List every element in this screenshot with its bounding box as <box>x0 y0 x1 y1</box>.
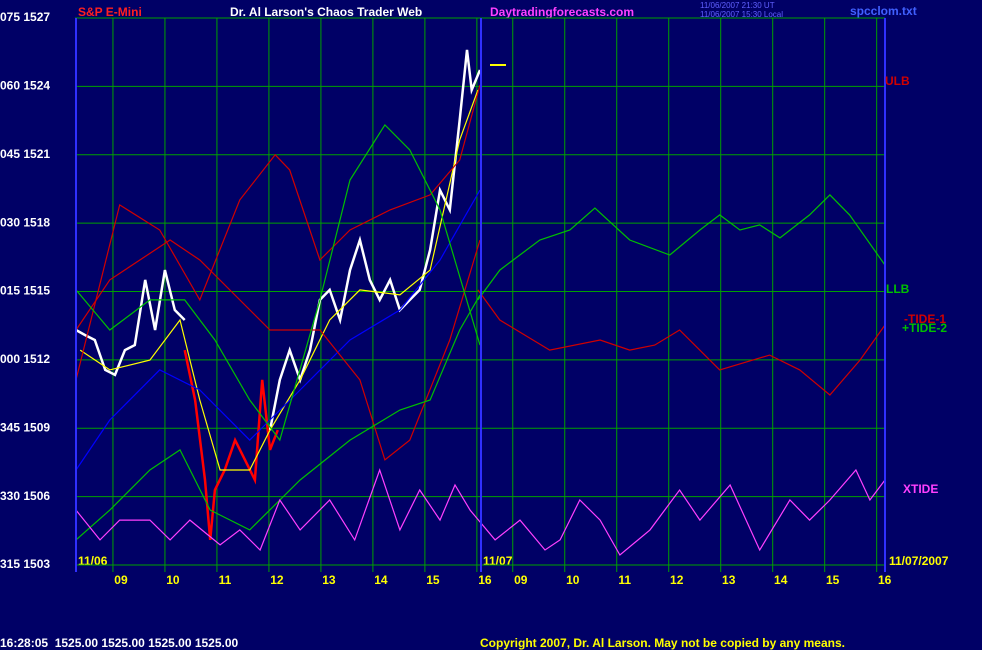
x-tick-label: 09 <box>514 573 528 587</box>
series-line <box>183 349 279 541</box>
x-tick-label: 16 <box>878 573 892 587</box>
x-tick-label: 13 <box>322 573 336 587</box>
copyright: Copyright 2007, Dr. Al Larson. May not b… <box>480 636 845 650</box>
date-label: 11/06 <box>78 554 108 568</box>
date-label: 11/07/2007 <box>889 554 949 568</box>
y-tick-label: 060 1524 <box>0 79 50 93</box>
series-line <box>477 289 886 396</box>
series-label: -TIDE-1 <box>904 312 946 326</box>
x-tick-label: 11 <box>618 573 631 587</box>
timestamp: 11/06/2007 21:30 UT <box>700 1 775 10</box>
y-tick-label: 315 1503 <box>0 557 50 571</box>
x-tick-label: 10 <box>166 573 180 587</box>
y-tick-label: 030 1518 <box>0 215 50 229</box>
y-tick-label: 015 1515 <box>0 284 50 298</box>
x-tick-label: 14 <box>374 573 388 587</box>
series-label: LLB <box>886 282 910 296</box>
y-tick-label: 045 1521 <box>0 147 50 161</box>
x-tick-label: 13 <box>722 573 736 587</box>
series-line <box>477 194 886 301</box>
y-tick-label: 330 1506 <box>0 489 50 503</box>
x-tick-label: 12 <box>670 573 684 587</box>
series <box>75 49 886 556</box>
x-tick-label: 15 <box>826 573 840 587</box>
x-tick-label: 14 <box>774 573 788 587</box>
series-label: +TIDE-2 <box>902 321 947 335</box>
series-line <box>75 123 481 442</box>
series-line <box>75 189 481 471</box>
series-line <box>79 89 479 471</box>
x-tick-label: 10 <box>566 573 580 587</box>
series-line <box>75 49 482 431</box>
x-tick-label: 16 <box>478 573 492 587</box>
chart-title: Dr. Al Larson's Chaos Trader Web <box>230 5 422 19</box>
x-tick-label: 15 <box>426 573 440 587</box>
timestamp: 11/06/2007 15:30 Local <box>700 10 783 19</box>
series-label: XTIDE <box>903 482 938 496</box>
series-line <box>75 84 481 381</box>
site: Daytradingforecasts.com <box>490 5 634 19</box>
y-tick-label: 075 1527 <box>0 10 50 24</box>
x-tick-label: 09 <box>114 573 128 587</box>
y-tick-label: 000 1512 <box>0 352 50 366</box>
series-line <box>75 239 481 461</box>
status: 16:28:05 1525.00 1525.00 1525.00 1525.00 <box>0 636 239 650</box>
x-tick-label: 11 <box>219 573 232 587</box>
y-tick-label: 345 1509 <box>0 420 50 434</box>
series-label: ULB <box>885 74 910 88</box>
x-tick-label: 12 <box>270 573 284 587</box>
date-label: 11/07 <box>483 554 513 568</box>
series-line <box>75 294 481 541</box>
series-line <box>75 468 886 556</box>
instrument: S&P E-Mini <box>78 5 142 19</box>
file-name: spcclom.txt <box>850 4 917 18</box>
